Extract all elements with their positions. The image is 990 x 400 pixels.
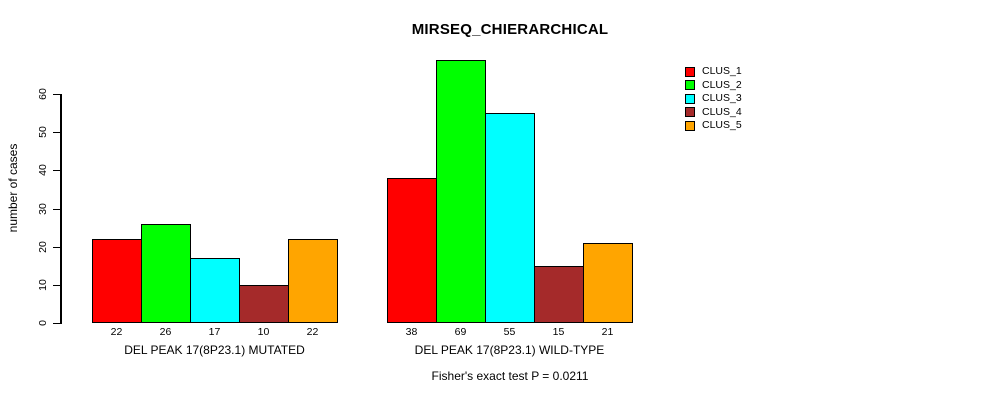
bar-value-label: 38 [405,326,418,338]
legend-row: CLUS_1 [685,65,742,79]
legend-row: CLUS_4 [685,106,742,120]
bar-value-label: 21 [601,326,614,338]
legend-label: CLUS_2 [702,78,742,91]
legend-label: CLUS_5 [702,119,742,132]
legend-row: CLUS_5 [685,119,742,133]
y-axis-title: number of cases [6,143,20,233]
bar-value-label: 26 [159,326,172,338]
y-tick [53,93,61,95]
bar-clus_2-group1 [141,224,191,323]
legend-swatch-clus_1 [685,66,695,77]
bar-clus_1-group2 [387,178,437,323]
y-tick [53,169,61,171]
legend-label: CLUS_3 [702,92,742,105]
bar-value-label: 22 [306,326,319,338]
legend-label: CLUS_1 [702,65,742,78]
y-tick [53,322,61,324]
bar-value-label: 55 [503,326,516,338]
y-tick-label: 10 [37,279,49,291]
bar-clus_1-group1 [92,239,142,323]
y-tick [53,284,61,286]
bar-value-label: 22 [110,326,123,338]
bar-clus_2-group2 [436,60,486,323]
legend-row: CLUS_2 [685,79,742,93]
bar-clus_4-group1 [239,285,289,323]
bar-value-label: 17 [208,326,221,338]
y-tick-label: 20 [37,241,49,253]
annotation-fisher-test: Fisher's exact test P = 0.0211 [431,369,589,383]
bar-clus_3-group2 [485,113,535,323]
legend-label: CLUS_4 [702,105,742,118]
bar-value-label: 69 [454,326,467,338]
chart-title: MIRSEQ_CHIERARCHICAL [411,21,609,38]
bar-value-label: 15 [552,326,565,338]
bar-clus_3-group1 [190,258,240,323]
y-tick-label: 40 [37,164,49,176]
y-tick [53,208,61,210]
category-label: DEL PEAK 17(8P23.1) WILD-TYPE [414,343,605,357]
legend: CLUS_1 CLUS_2 CLUS_3 CLUS_4 CLUS_5 [685,65,742,133]
y-tick-label: 30 [37,203,49,215]
legend-swatch-clus_5 [685,120,695,131]
legend-swatch-clus_3 [685,93,695,104]
y-tick [53,131,61,133]
category-label: DEL PEAK 17(8P23.1) MUTATED [124,343,305,357]
y-tick-label: 0 [37,320,49,326]
bar-clus_5-group2 [583,243,633,323]
y-tick-label: 50 [37,126,49,138]
y-tick [53,246,61,248]
bar-clus_4-group2 [534,266,584,323]
bar-clus_5-group1 [288,239,338,323]
legend-row: CLUS_3 [685,92,742,106]
bar-value-label: 10 [257,326,270,338]
legend-swatch-clus_2 [685,80,695,91]
y-tick-label: 60 [37,88,49,100]
legend-swatch-clus_4 [685,107,695,118]
